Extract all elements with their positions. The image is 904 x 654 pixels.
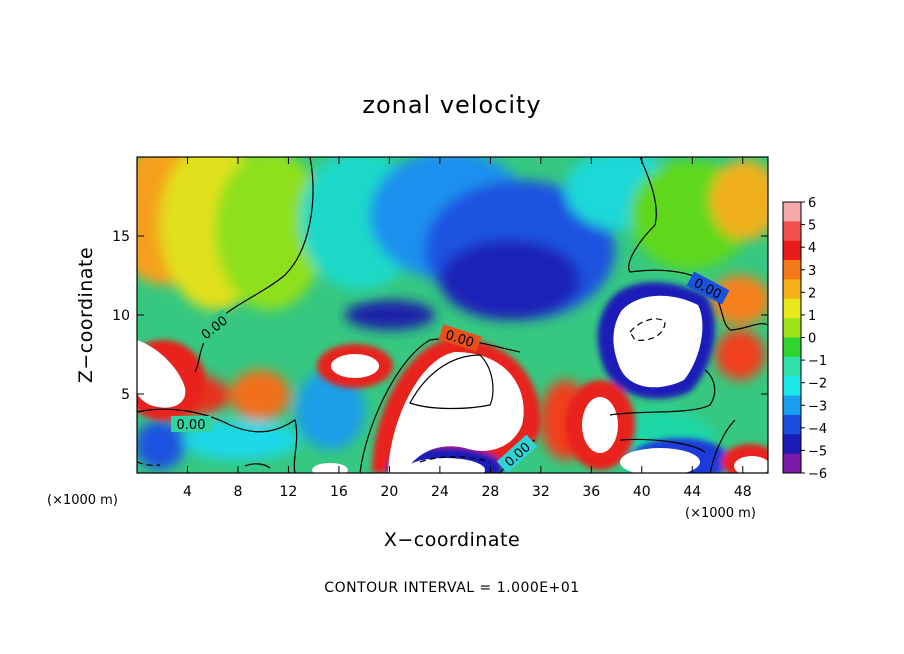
x-unit-label: (×1000 m)	[685, 506, 756, 521]
y-tick-label: 10	[112, 308, 130, 324]
field-blob	[710, 160, 768, 240]
chart-title: zonal velocity	[362, 91, 541, 119]
colorbar-tick-label: −6	[808, 467, 827, 482]
field-blob	[230, 370, 290, 420]
colorbar-swatch	[783, 434, 801, 455]
contour-line	[628, 157, 768, 331]
x-tick-label: 44	[683, 484, 701, 500]
x-tick-label: 28	[481, 484, 499, 500]
contour-line	[709, 419, 736, 473]
contour-line	[609, 369, 716, 416]
colorbar-tick-label: 1	[808, 309, 816, 324]
colorbar-swatch	[783, 298, 801, 319]
colorbar: 6 5 4 3 2 1 0 −1 −2 −3 −4 −5 −6	[782, 196, 827, 482]
x-tick-label: 4	[183, 484, 192, 500]
x-tick-label: 24	[431, 484, 449, 500]
contour-line	[194, 157, 314, 373]
contour-line-dashed	[629, 318, 666, 341]
colorbar-swatch	[783, 260, 801, 280]
contour-label-bg	[438, 324, 482, 352]
colorbar-swatch	[783, 414, 801, 435]
colorbar-tick-label: −3	[808, 399, 827, 414]
over-range-region	[582, 397, 618, 453]
over-range-region	[620, 448, 700, 473]
colorbar-tick-label: −2	[808, 377, 827, 392]
colorbar-tick-label: −4	[808, 422, 827, 437]
over-range-region	[388, 352, 524, 473]
contour-line	[619, 438, 706, 453]
colorbar-tick-label: 3	[808, 264, 816, 279]
field-blob	[295, 370, 365, 450]
heatmap-field	[137, 157, 768, 473]
colorbar-swatch	[783, 453, 801, 474]
field-blob	[137, 420, 185, 470]
field-blob	[440, 240, 580, 320]
y-axis-ticks: 5 10 15	[112, 229, 768, 403]
contour-label-bg	[496, 434, 538, 473]
contour-line	[359, 338, 521, 473]
contour-label: 0.00	[177, 418, 206, 433]
colorbar-swatch	[783, 279, 801, 300]
contour-line	[137, 408, 298, 473]
contour-lines	[137, 157, 768, 473]
x-tick-label: 16	[330, 484, 348, 500]
contour-label-bg	[686, 271, 730, 305]
over-range-region	[137, 340, 186, 408]
contour-line	[409, 354, 494, 410]
field-blob	[215, 157, 325, 310]
contour-line-dashed	[419, 456, 491, 463]
x-tick-label: 48	[734, 484, 752, 500]
colorbar-swatch	[783, 395, 801, 416]
colorbar-swatch	[783, 356, 801, 377]
y-axis-label: Z−coordinate	[75, 247, 97, 383]
x-tick-label: 32	[532, 484, 550, 500]
colorbar-tick-label: 2	[808, 286, 816, 301]
colorbar-swatch	[783, 221, 801, 242]
y-tick-label: 5	[121, 387, 130, 403]
over-range-region	[312, 463, 348, 473]
over-range-region	[331, 354, 379, 378]
colorbar-tick-label: 5	[808, 219, 816, 234]
contour-line-dashed	[137, 461, 161, 466]
field-blob	[345, 300, 435, 330]
x-tick-label: 8	[233, 484, 242, 500]
x-tick-label: 40	[633, 484, 651, 500]
colorbar-tick-label: −1	[808, 354, 827, 369]
x-tick-label: 36	[582, 484, 600, 500]
colorbar-tick-label: 4	[808, 241, 816, 256]
colorbar-swatch	[783, 240, 801, 261]
over-range-region	[613, 295, 703, 388]
colorbar-swatch	[783, 337, 801, 358]
field-blob	[710, 275, 768, 325]
x-tick-label: 20	[380, 484, 398, 500]
contour-interval-note: CONTOUR INTERVAL = 1.000E+01	[324, 580, 579, 596]
over-range-region	[405, 458, 485, 473]
colorbar-tick-label: −5	[808, 444, 827, 459]
field-blob	[715, 330, 765, 380]
x-axis-label: X−coordinate	[384, 529, 520, 551]
contour-label-bg	[171, 416, 211, 432]
contour-label-bg	[194, 308, 234, 346]
colorbar-swatch	[783, 376, 801, 397]
colorbar-swatch	[783, 318, 801, 338]
y-tick-label: 15	[112, 229, 130, 245]
colorbar-tick-label: 6	[808, 196, 816, 211]
x-axis-ticks: 4 8 12 16 20 24 28 32 36 40 44 48	[183, 157, 752, 500]
colorbar-tick-label: 0	[808, 332, 816, 347]
contour-line	[244, 463, 271, 469]
colorbar-swatch	[783, 202, 801, 222]
z-unit-label: (×1000 m)	[47, 493, 118, 508]
x-tick-label: 12	[280, 484, 298, 500]
